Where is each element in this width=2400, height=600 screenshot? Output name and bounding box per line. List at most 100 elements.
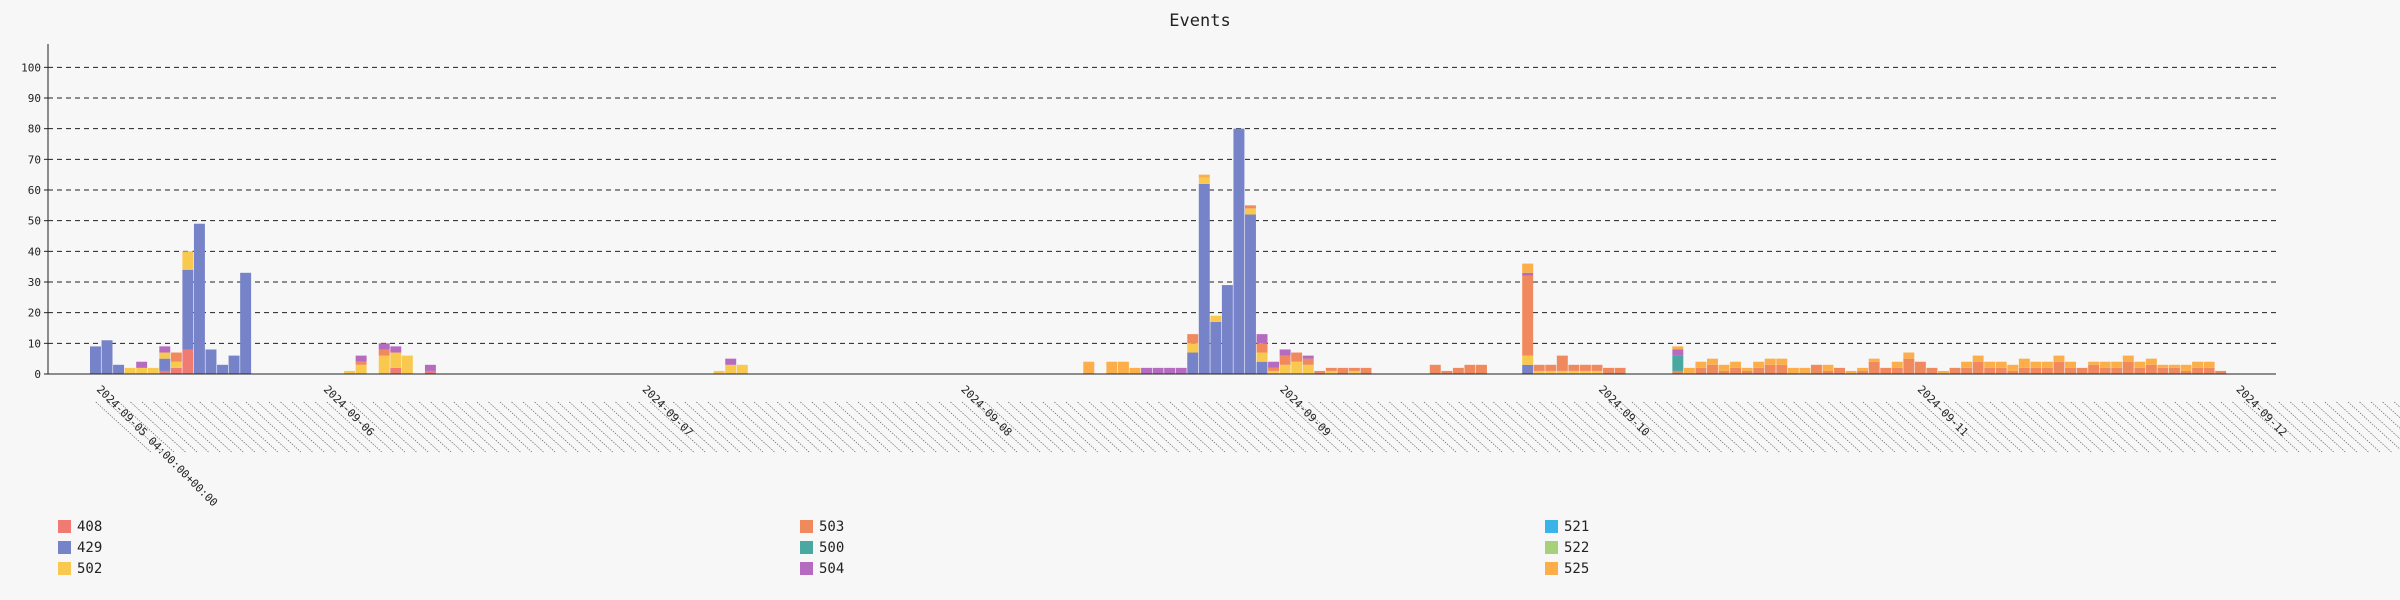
x-minor-tick-stub — [1470, 401, 1526, 453]
x-minor-tick-stub — [1481, 401, 1537, 453]
bar-segment-503-120 — [1476, 364, 1487, 374]
bar-segment-429-9 — [193, 223, 205, 374]
bar-segment-503-170 — [2053, 361, 2065, 374]
bar-segment-525-139 — [1695, 361, 1707, 368]
bar-segment-502-96 — [1198, 177, 1210, 184]
bar-segment-502-102 — [1268, 370, 1280, 374]
bar-segment-408-8 — [182, 349, 194, 374]
bar-segment-504-55 — [725, 358, 737, 365]
y-tick-label: 40 — [28, 245, 41, 258]
bar-segment-429-12 — [228, 355, 240, 374]
bar-segment-525-142 — [1730, 361, 1742, 368]
legend-swatch-502 — [58, 562, 71, 575]
bar-segment-503-154 — [1868, 361, 1880, 374]
bar-segment-504-102 — [1268, 361, 1280, 368]
x-minor-tick-stub — [1111, 401, 1168, 453]
x-minor-tick-stub — [1204, 401, 1260, 453]
x-tick-label-first: 2024-09-05 04:00:00+00:00 — [94, 383, 220, 509]
legend-swatch-522 — [1545, 541, 1558, 554]
bar-segment-503-171 — [2065, 367, 2076, 374]
bar-segment-525-169 — [2041, 361, 2053, 368]
bar-segment-502-7 — [170, 361, 182, 368]
bar-segment-429-124 — [1522, 364, 1534, 374]
x-minor-tick-stub — [488, 401, 544, 453]
bar-segment-525-143 — [1741, 367, 1753, 371]
x-minor-tick-stub — [1423, 401, 1480, 453]
bar-segment-504-93 — [1164, 367, 1176, 374]
x-minor-tick-stub — [823, 401, 879, 453]
bar-segment-503-163 — [1972, 361, 1984, 374]
bar-segment-429-11 — [217, 364, 228, 374]
bar-segment-503-119 — [1464, 364, 1476, 374]
x-minor-tick-stub — [2001, 401, 2057, 453]
bar-segment-525-138 — [1683, 367, 1695, 374]
x-minor-tick-stub — [1978, 401, 2034, 453]
x-minor-tick-stub — [2370, 401, 2400, 429]
x-minor-tick-stub — [1458, 401, 1514, 453]
bar-segment-503-23 — [355, 361, 367, 365]
x-tick-label: 2024-09-11 — [1915, 383, 1971, 439]
x-minor-tick-stub — [2324, 401, 2381, 453]
bar-segment-504-124 — [1522, 272, 1534, 276]
bar-segment-429-99 — [1233, 128, 1245, 374]
x-minor-tick-stub — [753, 401, 810, 453]
bar-segment-525-146 — [1776, 358, 1788, 365]
x-minor-tick-stub — [534, 401, 590, 453]
x-minor-tick-stub — [176, 401, 232, 453]
x-minor-tick-stub — [1701, 401, 1757, 453]
x-minor-tick-stub — [869, 401, 925, 453]
bar-segment-503-129 — [1579, 364, 1591, 371]
bar-segment-504-137 — [1672, 349, 1684, 356]
bar-segment-408-29 — [424, 370, 436, 374]
bar-segment-503-167 — [2018, 367, 2030, 374]
x-minor-tick-stub — [1042, 401, 1099, 453]
x-minor-tick-stub — [777, 401, 833, 453]
bar-segment-503-110 — [1360, 367, 1372, 374]
x-minor-tick-stub — [915, 401, 972, 453]
x-minor-tick-stub — [1493, 401, 1549, 453]
bar-segment-503-174 — [2099, 367, 2111, 374]
x-minor-tick-stub — [1874, 401, 1930, 453]
x-minor-tick-stub — [1169, 401, 1226, 453]
legend-swatch-525 — [1545, 562, 1558, 575]
x-minor-tick-stub — [927, 401, 983, 453]
bar-segment-503-176 — [2122, 361, 2134, 374]
bar-segment-503-165 — [1995, 367, 2007, 374]
bar-segment-429-100 — [1245, 214, 1256, 374]
x-tick-label: 2024-09-10 — [1596, 383, 1652, 439]
bar-segment-503-116 — [1429, 364, 1441, 374]
x-minor-tick-stub — [1712, 401, 1768, 453]
x-minor-tick-stub — [904, 401, 960, 453]
legend-label-522: 522 — [1564, 540, 1589, 556]
bar-segment-525-183 — [2203, 361, 2215, 368]
legend-swatch-503 — [800, 520, 813, 533]
bar-segment-503-145 — [1764, 364, 1776, 374]
x-minor-tick-stub — [280, 401, 336, 453]
bar-segment-408-26 — [390, 367, 402, 374]
bar-segment-503-178 — [2145, 364, 2157, 374]
bar-segment-525-178 — [2145, 358, 2157, 365]
bar-segment-429-2 — [113, 364, 125, 374]
bar-segment-503-143 — [1741, 370, 1753, 374]
axis-layer: 0 10 20 30 40 50 60 70 80 90 100 — [21, 44, 2276, 381]
bar-segment-429-10 — [205, 349, 217, 374]
x-minor-tick-stub — [1354, 401, 1410, 453]
bar-segment-503-103 — [1279, 355, 1291, 365]
x-minor-tick-stub — [1123, 401, 1179, 453]
bar-segment-503-128 — [1568, 364, 1580, 371]
x-minor-tick-stub — [1227, 401, 1283, 453]
x-minor-tick-stub — [834, 401, 891, 453]
x-minor-tick-stub — [592, 401, 648, 453]
bar-segment-525-154 — [1868, 358, 1880, 362]
bar-segment-525-160 — [1938, 370, 1949, 374]
x-tick-label: 2024-09-12 — [2234, 383, 2290, 439]
bar-segment-503-102 — [1268, 367, 1280, 371]
x-minor-tick-stub — [719, 401, 775, 453]
x-tick-layer: 2024-09-05 04:00:00+00:00 2024-09-06 2024-… — [94, 383, 2400, 509]
legend-swatch-521 — [1545, 520, 1558, 533]
x-minor-tick-stub — [892, 401, 948, 453]
bar-segment-502-97 — [1210, 315, 1222, 322]
bar-segment-502-26 — [390, 352, 402, 368]
bars-layer — [90, 128, 2227, 374]
bar-segment-502-54 — [713, 370, 725, 374]
